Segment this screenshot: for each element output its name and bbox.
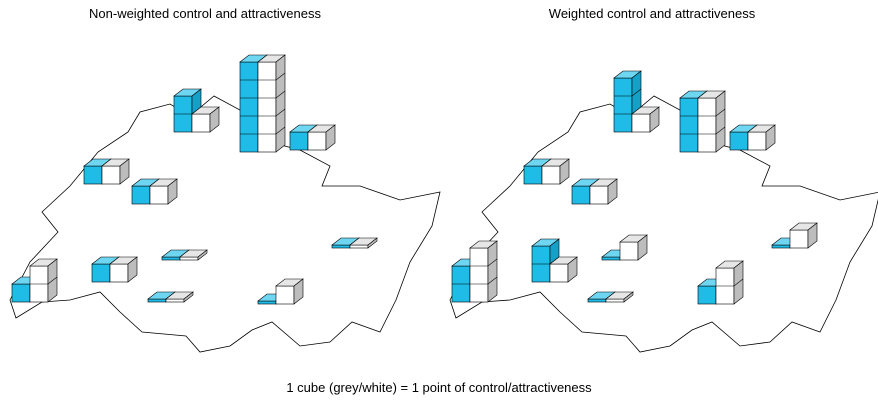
cube-stack <box>789 229 809 249</box>
cube-stack <box>729 131 749 151</box>
cube-stack <box>289 131 309 151</box>
cube-stack <box>165 298 185 303</box>
cube-side <box>293 278 304 305</box>
cube-edge <box>614 88 642 97</box>
cube-stack <box>109 263 129 283</box>
cube-stack <box>179 256 199 261</box>
cube-side <box>765 124 776 151</box>
cube-stack <box>239 61 259 153</box>
cube-side <box>127 256 138 283</box>
cube-stack <box>83 165 103 185</box>
cube-stack <box>589 185 609 205</box>
cube-stack <box>541 165 561 185</box>
cube-side <box>209 106 220 133</box>
cube-stack <box>331 244 351 249</box>
cube-edge <box>470 276 498 285</box>
cube-stack <box>149 185 169 205</box>
cube-edge <box>258 72 286 81</box>
cube-stack <box>605 298 625 303</box>
cube-edge <box>698 126 726 135</box>
cube-side <box>807 222 818 249</box>
cube-stack <box>587 298 607 303</box>
cube-stack <box>747 131 767 151</box>
cube-side <box>197 249 208 261</box>
cube-side <box>183 291 194 303</box>
cube-stack <box>161 256 181 261</box>
cube-side <box>167 178 178 205</box>
cube-stack <box>613 77 633 133</box>
cube-stack <box>469 247 489 303</box>
cube-stack <box>349 244 369 249</box>
cube-stack <box>257 300 277 305</box>
cube-stack <box>549 263 569 283</box>
cube-stack <box>679 97 699 153</box>
cube-edge <box>258 108 286 117</box>
cube-edge <box>258 126 286 135</box>
cube-stack <box>697 285 717 305</box>
cube-stack <box>191 113 211 133</box>
map-outline <box>9 95 441 353</box>
cube-edge <box>698 108 726 117</box>
cube-stack <box>257 61 277 153</box>
map-title: Non-weighted control and attractiveness <box>89 6 321 21</box>
cube-stack <box>147 298 167 303</box>
cube-side <box>325 124 336 151</box>
cube-stack <box>523 165 543 185</box>
cube-side <box>559 158 570 185</box>
caption: 1 cube (grey/white) = 1 point of control… <box>286 380 592 395</box>
cube-side <box>715 90 726 153</box>
cube-edge <box>30 276 58 285</box>
cube-side <box>487 240 498 303</box>
cube-stack <box>307 131 327 151</box>
cube-side <box>275 54 286 153</box>
cube-side <box>367 237 378 249</box>
cube-stack <box>771 244 791 249</box>
cube-side <box>623 291 634 303</box>
cube-stack <box>697 97 717 153</box>
cube-side <box>119 158 130 185</box>
cube-side <box>637 234 648 261</box>
cube-edge <box>716 278 744 287</box>
cube-edge <box>470 258 498 267</box>
cube-side <box>567 256 578 283</box>
cube-side <box>649 106 660 133</box>
cube-stack <box>631 113 651 133</box>
cube-stack <box>101 165 121 185</box>
cube-side <box>607 178 618 205</box>
cube-stack <box>91 263 111 283</box>
cube-edge <box>258 90 286 99</box>
cube-stack <box>275 285 295 305</box>
cube-stack <box>571 185 591 205</box>
cube-stack <box>601 256 621 261</box>
map-title: Weighted control and attractiveness <box>549 6 756 21</box>
cube-stack <box>619 241 639 261</box>
cube-stack <box>131 185 151 205</box>
cube-stack <box>11 283 31 303</box>
